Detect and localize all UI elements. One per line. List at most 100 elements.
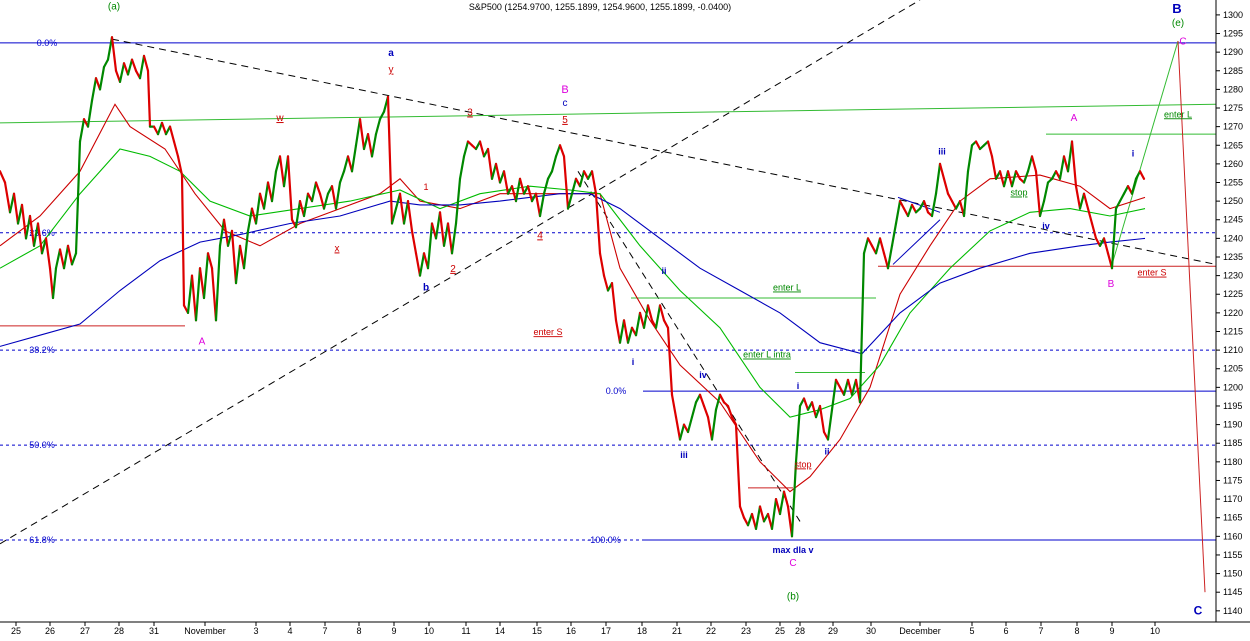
price-segment (270, 170, 278, 203)
price-segment (646, 304, 654, 322)
price-segment (938, 162, 946, 180)
annotation-label: 4 (537, 230, 543, 241)
annotation-label: B (561, 84, 568, 96)
x-tick-label: 30 (866, 626, 876, 636)
price-segment (106, 36, 114, 61)
price-segment (558, 144, 566, 158)
annotation-label: 3 (467, 107, 473, 118)
annotation-label: stop (794, 459, 811, 469)
price-segment (294, 200, 302, 229)
y-tick-label: 1175 (1223, 475, 1242, 485)
price-segment (438, 211, 446, 247)
price-segment (54, 248, 62, 270)
price-segment (890, 222, 898, 247)
annotation-label: iii (938, 147, 946, 157)
price-segment (1022, 170, 1030, 184)
price-segment (1118, 192, 1126, 203)
annotation-label: iii (680, 450, 688, 460)
annotation-label: enter L (773, 283, 801, 293)
price-segment (358, 118, 366, 151)
price-segment (642, 304, 650, 329)
price-segment (898, 200, 906, 210)
price-segment (626, 326, 634, 344)
price-segment (1082, 192, 1090, 210)
price-segment (102, 58, 110, 69)
price-segment (542, 177, 550, 195)
annotation-label: ii (824, 446, 829, 456)
price-segment (974, 140, 982, 151)
moving-average-green (0, 148, 1146, 418)
price-segment (1138, 170, 1146, 180)
price-segment (386, 95, 394, 225)
x-tick-label: 9 (391, 626, 396, 636)
price-segment (322, 192, 330, 210)
x-tick-label: 5 (969, 626, 974, 636)
price-segment (176, 155, 184, 177)
price-segment (1058, 155, 1066, 180)
price-segment (310, 181, 318, 203)
price-segment (1086, 207, 1094, 225)
y-tick-label: 1270 (1223, 122, 1243, 132)
price-segment (242, 229, 250, 270)
price-segment (402, 200, 410, 225)
price-segment (410, 229, 418, 255)
price-segment (490, 162, 498, 180)
price-segment (554, 144, 562, 158)
price-segment (666, 326, 674, 396)
price-segment (278, 155, 286, 188)
y-tick-label: 1205 (1223, 364, 1243, 374)
annotation-label: C (1194, 604, 1203, 618)
price-segment (942, 177, 950, 195)
price-segment (390, 207, 398, 225)
price-segment (36, 222, 44, 255)
price-segment (578, 170, 586, 188)
price-segment (990, 155, 998, 180)
annotation-label: 1 (423, 182, 428, 192)
price-segment (494, 162, 502, 184)
price-segment (446, 222, 454, 255)
annotation-label: (e) (1172, 18, 1184, 29)
price-segment (894, 200, 902, 225)
price-segment (1030, 155, 1038, 173)
price-segment (1042, 181, 1050, 203)
price-segment (130, 58, 138, 72)
price-segment (374, 118, 382, 136)
y-tick-label: 1140 (1223, 606, 1242, 616)
price-segment (514, 177, 522, 203)
price-segment (734, 423, 742, 508)
y-tick-label: 1185 (1223, 438, 1242, 448)
x-tick-label: 9 (1109, 626, 1114, 636)
fib-level-label: 38.2% (29, 345, 55, 355)
price-segment (834, 378, 842, 389)
price-segment (314, 181, 322, 195)
price-segment (618, 319, 626, 344)
price-segment (590, 170, 598, 195)
price-segment (318, 192, 326, 210)
y-tick-label: 1160 (1223, 531, 1242, 541)
annotation-label: enter L intra (743, 350, 791, 360)
trend-line (111, 38, 1217, 265)
price-segment (1102, 237, 1110, 255)
y-tick-label: 1255 (1223, 178, 1243, 188)
price-segment (962, 170, 970, 218)
x-tick-label: 10 (1150, 626, 1160, 636)
y-tick-label: 1300 (1223, 10, 1243, 20)
price-segment (518, 177, 526, 195)
price-segment (426, 222, 434, 270)
price-segment (810, 401, 818, 419)
fib-levels: 0.0% 23.6% 38.2% 50.0% 61.8% 0.0% -100.0% (0, 38, 1216, 545)
y-tick-label: 1195 (1223, 401, 1242, 411)
price-segment (802, 397, 810, 411)
price-segment (790, 460, 798, 538)
y-tick-label: 1225 (1223, 289, 1243, 299)
price-segment (698, 393, 706, 408)
y-tick-label: 1180 (1223, 457, 1242, 467)
price-segment (662, 319, 670, 329)
price-segment (842, 378, 850, 396)
x-tick-label: 8 (356, 626, 361, 636)
price-segment (738, 505, 746, 519)
price-segment (366, 133, 374, 158)
price-segment (206, 252, 214, 270)
price-segment (702, 404, 710, 419)
price-segment (86, 99, 94, 128)
